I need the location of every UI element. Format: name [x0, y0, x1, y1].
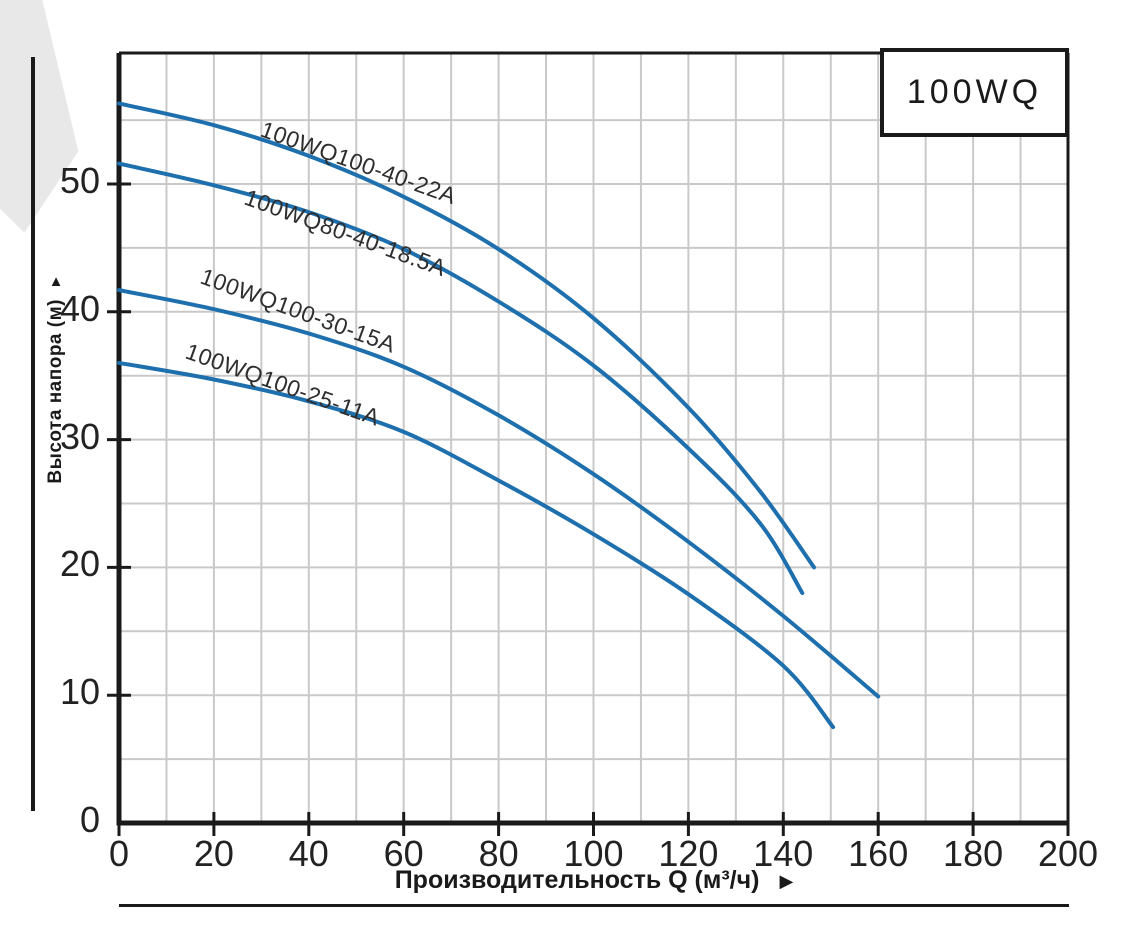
y-axis-title-block: ▲ Высота напора (м)	[36, 274, 76, 484]
bottom-border-rule	[119, 904, 1069, 907]
x-tick-label: 20	[193, 833, 234, 874]
tick-marks	[107, 182, 1070, 836]
x-axis-title-block: Производительность Q (м³/ч) ▶	[119, 866, 1069, 895]
x-tick-label: 120	[658, 833, 719, 874]
y-tick-label: 0	[79, 799, 100, 840]
chart-title-box: 100WQ	[880, 48, 1069, 137]
curve-label-4: 100WQ100-25-11A	[182, 338, 384, 431]
y-tick-label: 40	[59, 287, 100, 329]
y-tick-label: 50	[59, 160, 100, 201]
y-axis-direction-arrow-icon: ▲	[48, 273, 64, 290]
pump-curve-4	[117, 360, 836, 730]
x-tick-label: 140	[753, 833, 814, 874]
x-tick-label: 40	[288, 833, 329, 874]
pump-curve-2	[117, 161, 805, 595]
x-tick-label: 200	[1037, 833, 1099, 874]
y-axis-title: Высота напора (м)	[45, 299, 66, 484]
x-tick-label: 180	[943, 833, 1004, 874]
x-tick-label: 0	[108, 833, 130, 874]
chart-title: 100WQ	[906, 73, 1043, 111]
x-axis-title: Производительность Q (м³/ч)	[394, 866, 760, 894]
pump-curve-3	[117, 288, 881, 699]
curve-label-3: 100WQ100-30-15A	[197, 263, 400, 358]
x-tick-label: 60	[383, 833, 424, 874]
gridlines	[119, 53, 1068, 823]
x-axis-direction-arrow-icon: ▶	[779, 870, 794, 891]
pump-curve-1	[117, 101, 817, 570]
x-tick-label: 80	[478, 833, 519, 874]
pump-curves	[117, 101, 881, 730]
y-tick-label: 10	[59, 671, 100, 713]
x-tick-label: 100	[563, 833, 624, 874]
y-tick-label: 30	[59, 415, 100, 457]
curve-label-1: 100WQ100-40-22A	[257, 116, 460, 210]
left-border-rule	[31, 57, 35, 811]
y-tick-label: 20	[59, 543, 100, 585]
x-tick-label: 160	[848, 833, 909, 874]
